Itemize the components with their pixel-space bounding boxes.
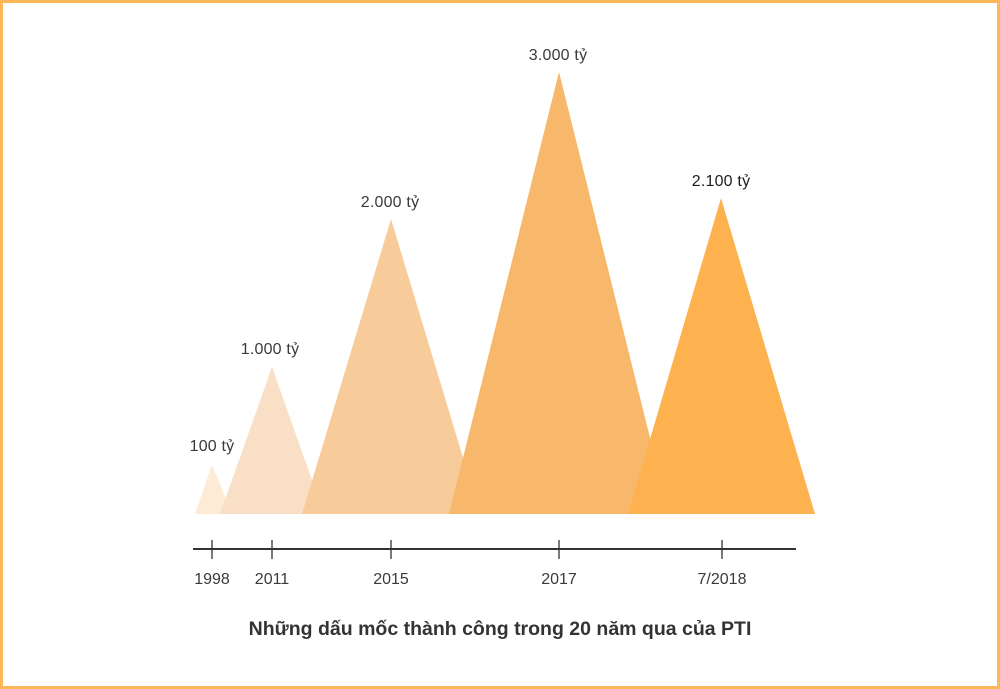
chart-caption: Những dấu mốc thành công trong 20 năm qu… — [248, 618, 752, 640]
tick-label-2017: 2017 — [541, 571, 577, 588]
value-label-2015: 2.000 tỷ — [360, 194, 420, 211]
peak-2018 — [628, 198, 815, 514]
tick-label-1998: 1998 — [194, 571, 230, 588]
value-label-1998: 100 tỷ — [189, 438, 235, 455]
tick-label-2015: 2015 — [373, 571, 409, 588]
value-label-2011: 1.000 tỷ — [240, 341, 300, 358]
value-label-2017: 3.000 tỷ — [528, 47, 588, 64]
peak-2011 — [220, 367, 324, 514]
peak-2015 — [302, 219, 480, 514]
peak-2017 — [449, 72, 669, 514]
peak-1998 — [195, 465, 232, 514]
tick-label-2011: 2011 — [254, 571, 290, 588]
tick-label-2018: 7/2018 — [697, 571, 747, 588]
value-label-2018: 2.100 tỷ — [691, 173, 751, 190]
